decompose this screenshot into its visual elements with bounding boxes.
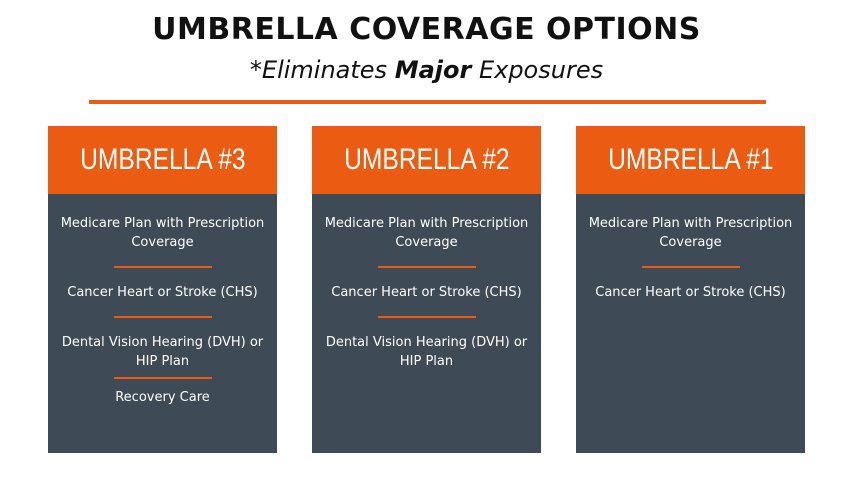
item-divider (113, 266, 212, 268)
item-divider (113, 377, 212, 379)
card-body: Medicare Plan with Prescription Coverage… (576, 194, 805, 302)
card-umbrella-1: UMBRELLA #1 Medicare Plan with Prescript… (576, 126, 805, 453)
coverage-item: Medicare Plan with Prescription Coverage (324, 216, 529, 250)
card-title: UMBRELLA #3 (79, 143, 246, 176)
item-divider (641, 266, 740, 268)
page-title: UMBRELLA COVERAGE OPTIONS (152, 12, 701, 47)
subtitle-prefix: *Eliminates (249, 56, 395, 84)
item-divider (113, 316, 212, 318)
coverage-item: Cancer Heart or Stroke (CHS) (67, 285, 258, 300)
card-title: UMBRELLA #2 (343, 143, 510, 176)
coverage-item: Cancer Heart or Stroke (CHS) (595, 285, 786, 300)
coverage-item: Dental Vision Hearing (DVH) or HIP Plan (325, 335, 528, 369)
card-title: UMBRELLA #1 (607, 143, 774, 176)
coverage-item: Medicare Plan with Prescription Coverage (60, 216, 265, 250)
card-header: UMBRELLA #2 (312, 126, 541, 194)
item-divider (377, 316, 476, 318)
coverage-item: Medicare Plan with Prescription Coverage (588, 216, 793, 250)
title-underline (89, 100, 766, 104)
card-header: UMBRELLA #3 (48, 126, 277, 194)
card-umbrella-3: UMBRELLA #3 Medicare Plan with Prescript… (48, 126, 277, 453)
card-body: Medicare Plan with Prescription Coverage… (48, 194, 277, 407)
coverage-item: Cancer Heart or Stroke (CHS) (331, 285, 522, 300)
card-header: UMBRELLA #1 (576, 126, 805, 194)
coverage-item: Dental Vision Hearing (DVH) or HIP Plan (61, 335, 264, 369)
page-subtitle: *Eliminates Major Exposures (0, 56, 853, 84)
coverage-item: Recovery Care (115, 390, 210, 405)
card-body: Medicare Plan with Prescription Coverage… (312, 194, 541, 371)
subtitle-emphasis: Major (394, 56, 472, 84)
card-umbrella-2: UMBRELLA #2 Medicare Plan with Prescript… (312, 126, 541, 453)
subtitle-suffix: Exposures (471, 56, 604, 84)
item-divider (377, 266, 476, 268)
